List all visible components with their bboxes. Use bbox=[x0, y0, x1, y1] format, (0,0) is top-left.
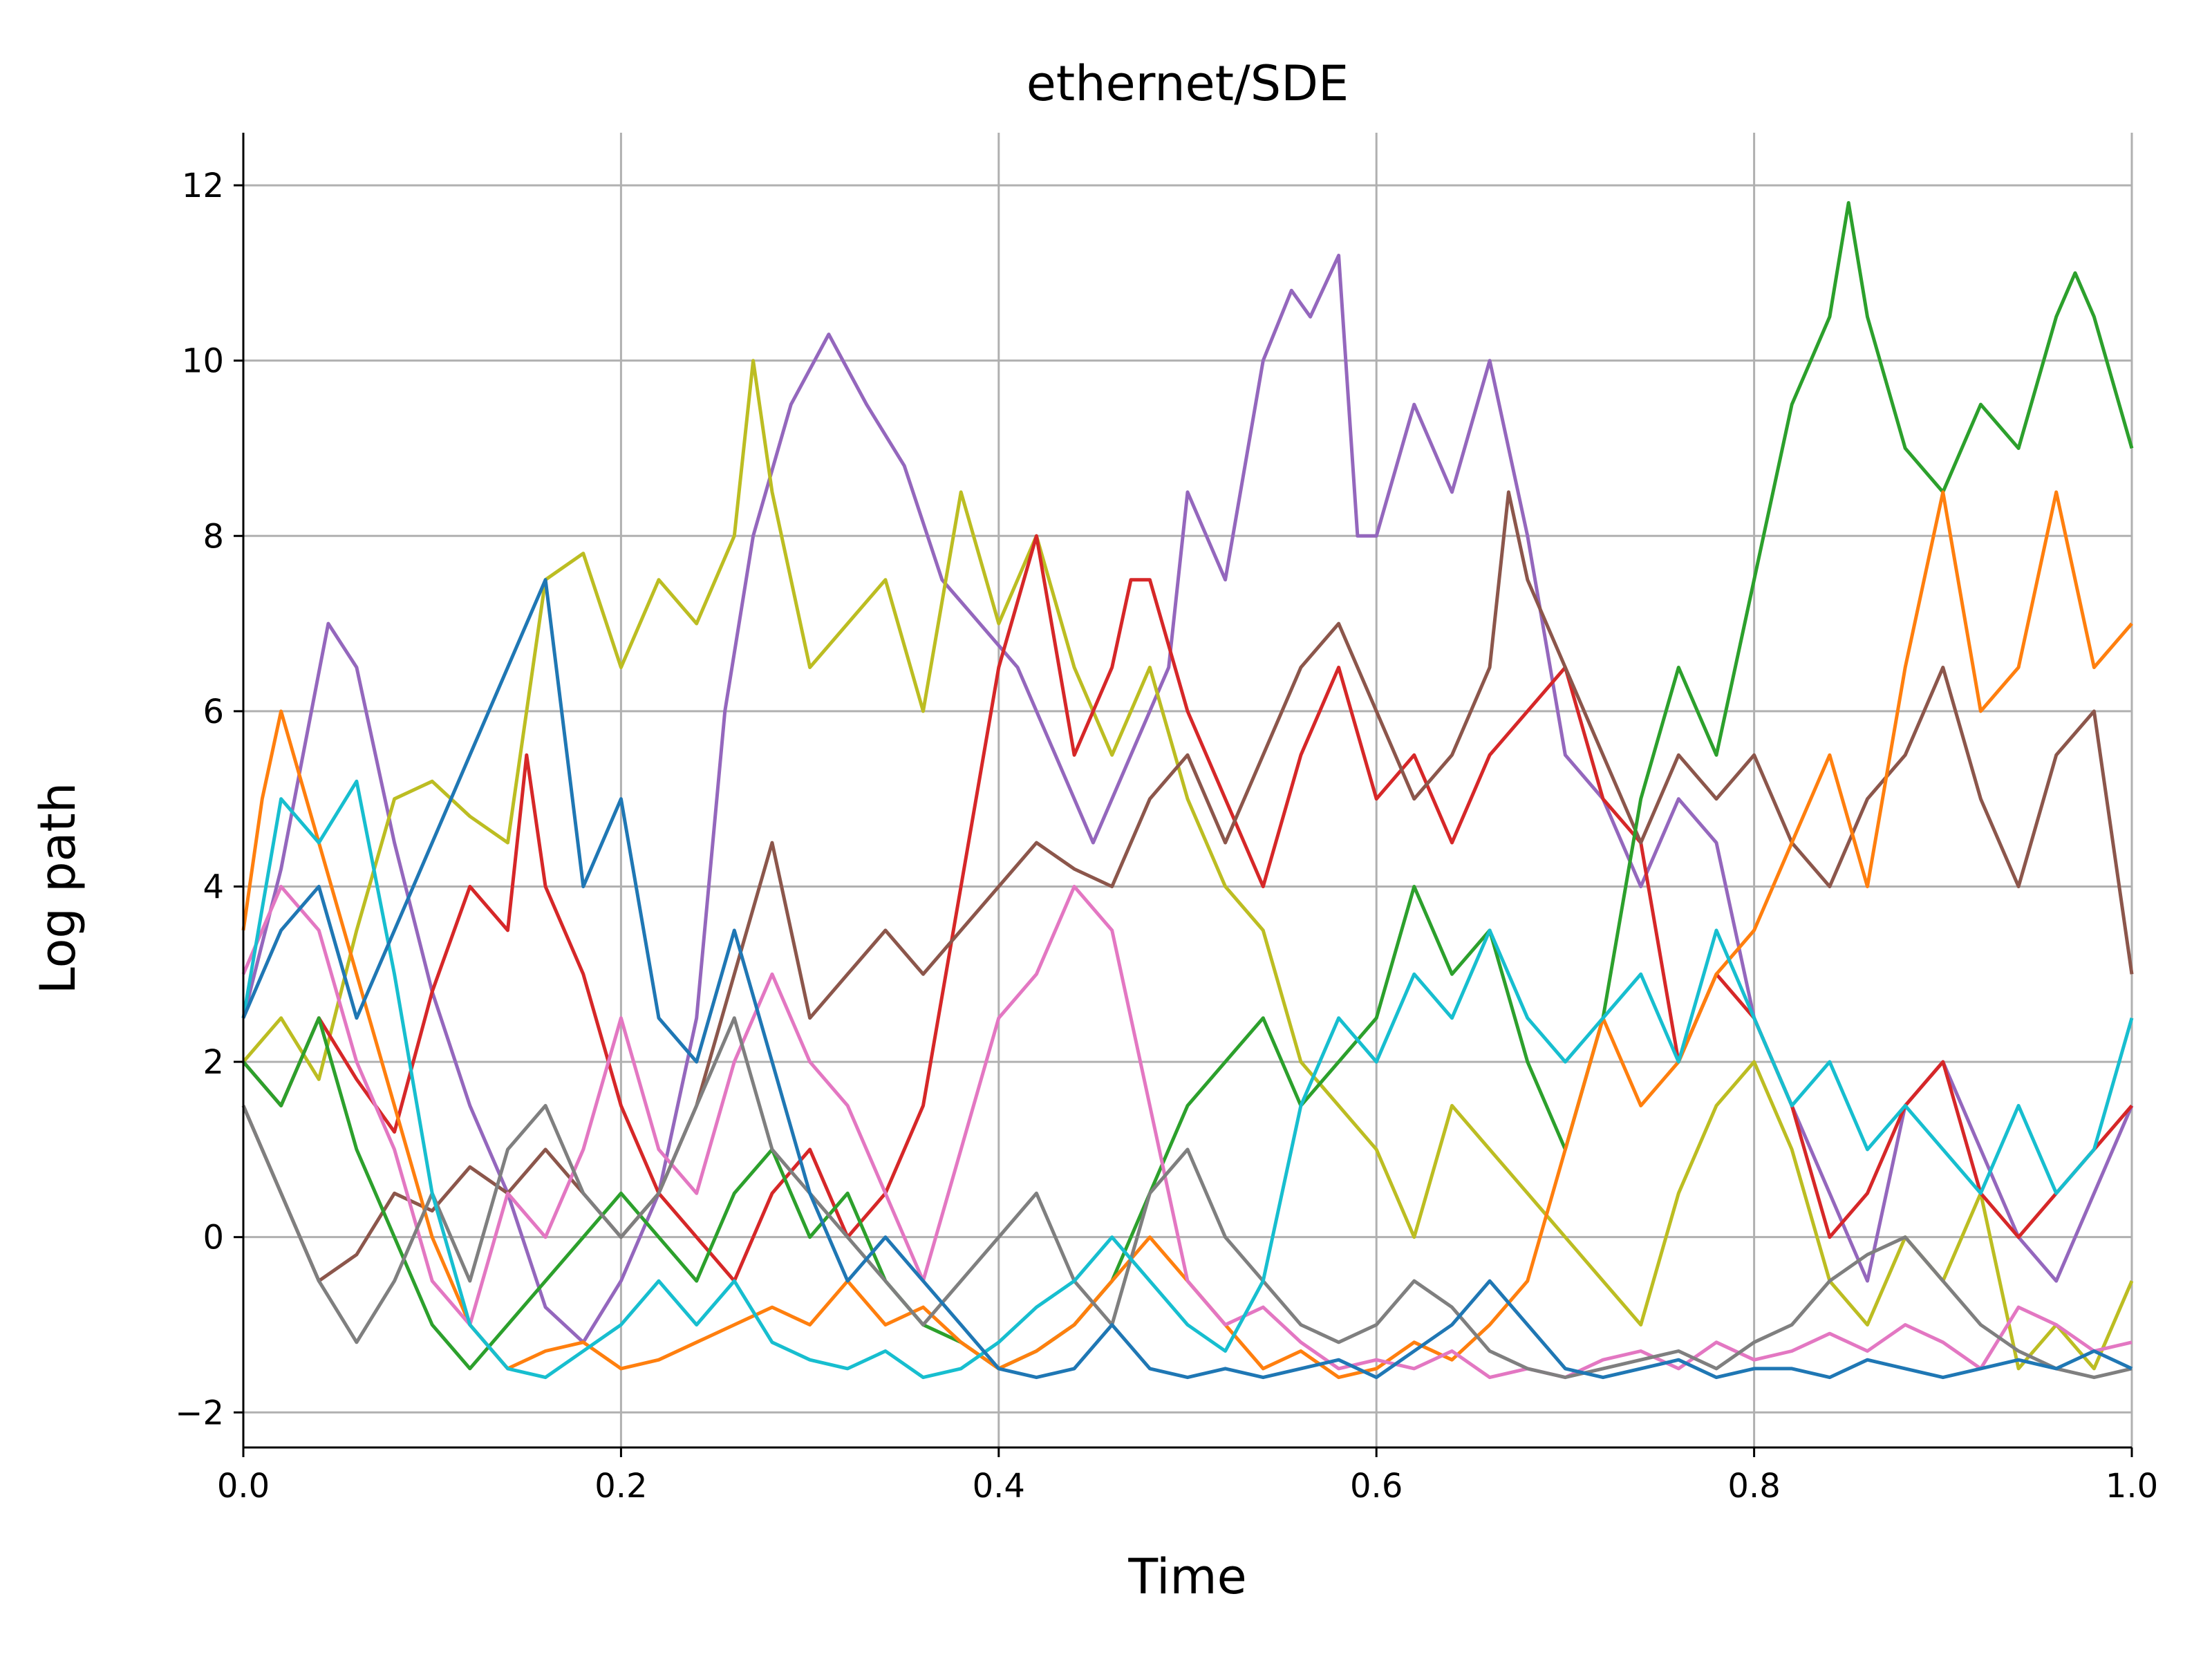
x-tick-label: 0.0 bbox=[217, 1467, 270, 1506]
x-tick-label: 1.0 bbox=[2106, 1467, 2158, 1506]
y-axis-label: Log path bbox=[30, 782, 86, 994]
series-line-8 bbox=[241, 779, 2134, 1380]
x-tick-label: 0.8 bbox=[1727, 1467, 1780, 1506]
series-layer bbox=[241, 200, 2134, 1380]
series-line-0 bbox=[241, 254, 2134, 1344]
y-tick-label: 4 bbox=[203, 868, 224, 906]
series-line-5 bbox=[241, 490, 2133, 1380]
series-line-7 bbox=[241, 1016, 2133, 1380]
series-line-9 bbox=[241, 578, 2133, 1380]
y-tick-label: 2 bbox=[203, 1043, 224, 1082]
y-tick-label: 0 bbox=[203, 1219, 224, 1257]
series-line-1 bbox=[242, 359, 2134, 1371]
grid-lines bbox=[242, 133, 2133, 1447]
x-axis-label: Time bbox=[1127, 1548, 1246, 1605]
x-tick-label: 0.6 bbox=[1350, 1467, 1403, 1506]
tick-marks: 0.0 0.2 0.4 0.6 0.8 1.0 −2 0 2 4 6 8 10 12 bbox=[175, 167, 2158, 1506]
y-tick-label: 8 bbox=[203, 517, 224, 556]
y-tick-label: 6 bbox=[203, 693, 224, 731]
series-line-3 bbox=[241, 490, 2134, 1283]
chart-title: ethernet/SDE bbox=[1027, 55, 1349, 112]
series-line-6 bbox=[241, 885, 2133, 1380]
x-tick-label: 0.4 bbox=[973, 1467, 1025, 1506]
axes bbox=[242, 133, 2132, 1449]
series-line-2 bbox=[242, 534, 2133, 1283]
y-tick-label: 10 bbox=[182, 342, 224, 381]
y-tick-label: 12 bbox=[182, 167, 224, 205]
series-line-4 bbox=[242, 200, 2134, 1371]
x-tick-label: 0.2 bbox=[594, 1467, 647, 1506]
y-tick-label: −2 bbox=[175, 1394, 224, 1432]
